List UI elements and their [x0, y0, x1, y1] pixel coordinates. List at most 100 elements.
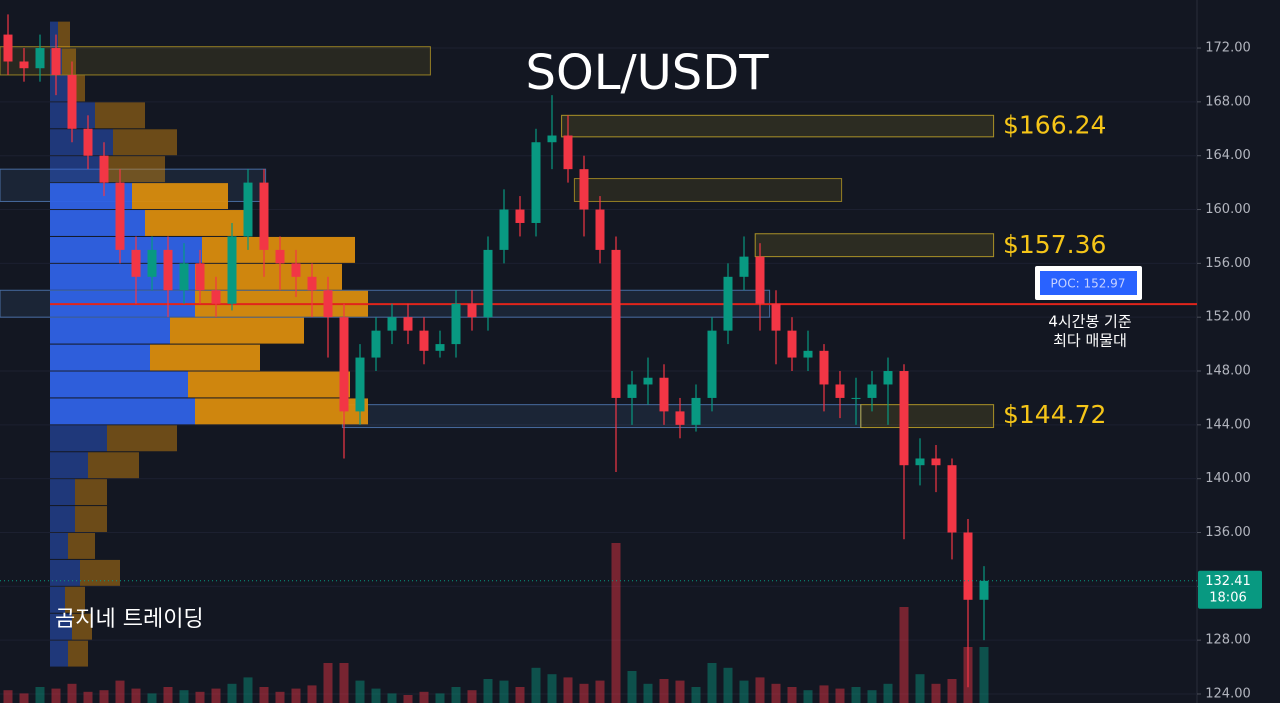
profile-up [50, 156, 105, 183]
profile-down [68, 532, 95, 559]
candle-body [723, 276, 733, 331]
zone [754, 233, 995, 258]
volume-bar [563, 677, 573, 703]
volume-bar [83, 691, 93, 703]
profile-up [50, 236, 202, 263]
candle-body [851, 397, 861, 399]
candle-body [947, 465, 957, 533]
profile-up [50, 613, 72, 640]
candle-body [979, 580, 989, 600]
volume-bar [195, 691, 205, 703]
candle-body [963, 532, 973, 600]
volume-bar [227, 683, 237, 703]
profile-down [72, 613, 92, 640]
candle-body [691, 397, 701, 425]
profile-up [50, 506, 75, 532]
volume-bar [675, 680, 685, 703]
candle-body [83, 128, 93, 156]
y-tick-label: 144.00 [1205, 417, 1251, 432]
y-tick-label: 172.00 [1205, 41, 1251, 56]
volume-bar [339, 663, 349, 703]
volume-bar [275, 691, 285, 703]
volume-bar [851, 687, 861, 703]
profile-up [50, 532, 68, 559]
candle-body [883, 371, 893, 385]
y-tick-label: 168.00 [1205, 94, 1251, 109]
profile-down [65, 586, 85, 613]
y-tick-label: 152.00 [1205, 310, 1251, 325]
candle-body [147, 249, 157, 277]
candle-body [99, 155, 109, 183]
candle-body [579, 169, 589, 210]
candle-body [547, 135, 557, 143]
candle-body [931, 458, 941, 466]
profile-down [107, 425, 177, 452]
profile-down [150, 344, 260, 371]
volume-bar [659, 679, 669, 703]
price-label: $144.72 [1003, 400, 1106, 429]
volume-bar [371, 688, 381, 703]
volume-bar [899, 607, 909, 703]
candle-body [451, 303, 461, 345]
profile-down [75, 506, 107, 532]
candle-body [179, 263, 189, 291]
price-label: $166.24 [1003, 111, 1106, 140]
candle-body [707, 330, 717, 398]
candle-body [355, 357, 365, 412]
candle-body [275, 249, 285, 264]
candle-body [339, 317, 349, 412]
profile-down [145, 210, 247, 236]
candle-body [787, 330, 797, 358]
volume-bar [499, 680, 509, 703]
volume-bar [99, 690, 109, 703]
volume-bar [723, 667, 733, 703]
profile-down [188, 371, 350, 398]
profile-down [195, 263, 342, 290]
volume-bar [627, 671, 637, 703]
candle-body [659, 377, 669, 412]
profile-up [50, 344, 150, 371]
volume-bar [19, 693, 29, 703]
profile-down [113, 129, 177, 156]
volume-bar [259, 687, 269, 703]
profile-down [132, 183, 228, 210]
volume-bar [691, 687, 701, 703]
profile-down [88, 452, 139, 479]
volume-bar [755, 677, 765, 703]
candle-body [371, 330, 381, 358]
watermark: 곰지네 트레이딩 [55, 607, 204, 632]
volume-bar [803, 690, 813, 703]
candle-body [387, 317, 397, 331]
volume-bar [867, 690, 877, 703]
volume-bar [3, 690, 13, 703]
profile-up [50, 559, 80, 586]
profile-up [50, 586, 65, 613]
volume-bar [787, 687, 797, 703]
candle-body [19, 61, 29, 69]
candle-body [419, 330, 429, 351]
current-price-label: 132.41 [1205, 574, 1251, 589]
profile-up [50, 75, 70, 102]
volume-bar [707, 663, 717, 703]
profile-up [50, 425, 107, 452]
volume-bar [355, 680, 365, 703]
candle-body [755, 256, 765, 304]
y-tick-label: 140.00 [1205, 471, 1251, 486]
volume-bar [771, 683, 781, 703]
profile-down [105, 156, 165, 183]
candle-body [627, 384, 637, 398]
volume-bar [739, 680, 749, 703]
profile-down [58, 21, 70, 48]
volume-bar [643, 683, 653, 703]
volume-bar [835, 688, 845, 703]
volume-bar [291, 688, 301, 703]
candle-body [483, 249, 493, 318]
profile-down [62, 48, 76, 75]
candle-body [227, 236, 237, 304]
volume-bar [947, 679, 957, 703]
candle-body [243, 182, 253, 237]
candle-body [35, 48, 45, 69]
y-tick-label: 128.00 [1205, 633, 1251, 648]
candle-body [195, 263, 205, 291]
volume-bar [243, 677, 253, 703]
